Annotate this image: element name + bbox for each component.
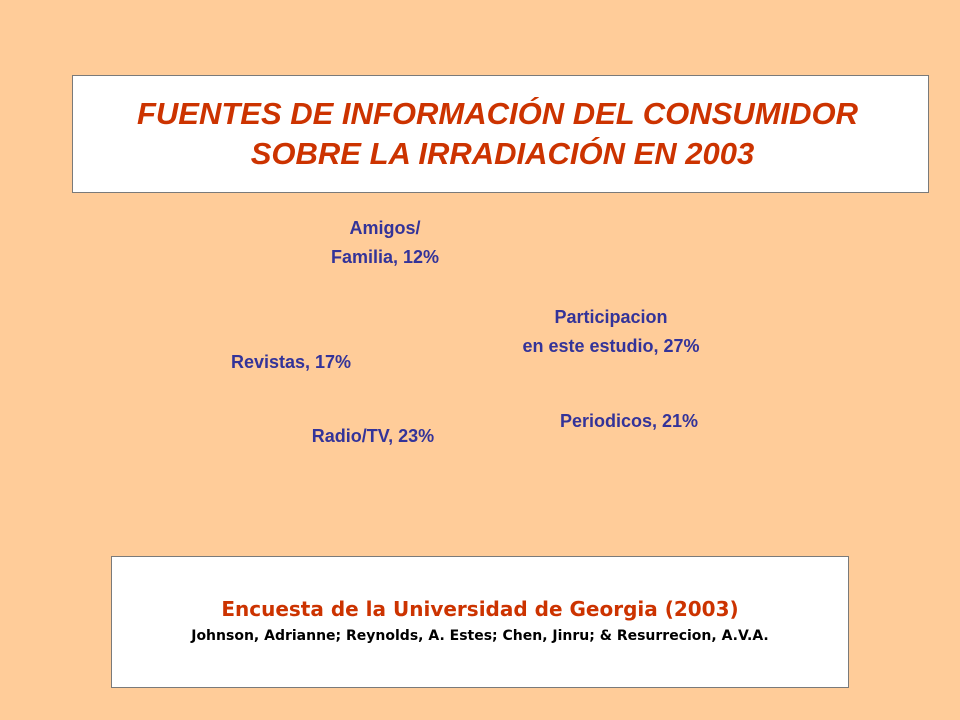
pie-slice-label-line: en este estudio, 27%	[522, 336, 699, 356]
pie-slice-label-amigos: Amigos/Familia, 12%	[331, 218, 439, 267]
pie-slice-label-line: Amigos/	[349, 218, 420, 238]
pie-slice-label-periodicos: Periodicos, 21%	[560, 411, 698, 431]
chart-title-line-2: SOBRE LA IRRADIACIÓN EN 2003	[250, 136, 755, 171]
pie-slice-label-radio-tv: Radio/TV, 23%	[312, 426, 434, 446]
pie-labels: Amigos/Familia, 12% Participacion en este …	[231, 218, 700, 446]
pie-slice-label-participacion: Participacion en este estudio, 27%	[522, 307, 699, 356]
source-box: Encuesta de la Universidad de Georgia (2…	[111, 556, 849, 688]
pie-slice-label-line: Participacion	[554, 307, 667, 327]
pie-slice-label-line: Familia, 12%	[331, 247, 439, 267]
pie-slice-label-line: Periodicos, 21%	[560, 411, 698, 431]
source-title: Encuesta de la Universidad de Georgia (2…	[221, 597, 739, 621]
pie-slice-label-line: Revistas, 17%	[231, 352, 351, 372]
chart-title-line-1: FUENTES DE INFORMACIÓN DEL CONSUMIDOR	[136, 96, 859, 131]
title-box: FUENTES DE INFORMACIÓN DEL CONSUMIDOR SO…	[72, 75, 929, 193]
pie-slice-label-line: Radio/TV, 23%	[312, 426, 434, 446]
source-authors: Johnson, Adrianne; Reynolds, A. Estes; C…	[191, 628, 769, 644]
pie-slice-label-revistas: Revistas, 17%	[231, 352, 351, 372]
